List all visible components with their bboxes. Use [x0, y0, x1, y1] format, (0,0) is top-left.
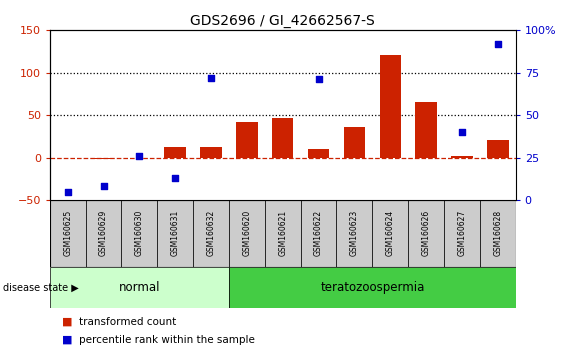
Bar	[236, 122, 258, 158]
Bar	[50, 200, 86, 267]
Text: GSM160628: GSM160628	[493, 210, 502, 256]
Bar	[372, 200, 408, 267]
Point	[350, 12, 359, 18]
Text: ■: ■	[62, 335, 72, 345]
Bar	[86, 200, 121, 267]
Bar	[50, 267, 229, 308]
Text: GSM160620: GSM160620	[243, 210, 251, 256]
Point	[314, 76, 323, 82]
Bar	[272, 118, 294, 158]
Point	[63, 189, 73, 194]
Text: GSM160625: GSM160625	[63, 210, 72, 256]
Bar	[415, 102, 437, 158]
Bar	[308, 149, 329, 158]
Text: GSM160627: GSM160627	[458, 210, 466, 256]
Title: GDS2696 / GI_42662567-S: GDS2696 / GI_42662567-S	[190, 14, 375, 28]
Bar	[451, 156, 473, 158]
Text: transformed count: transformed count	[79, 317, 176, 327]
Text: GSM160626: GSM160626	[421, 210, 431, 256]
Bar	[343, 127, 365, 158]
Point	[206, 75, 216, 80]
Bar	[193, 200, 229, 267]
Text: teratozoospermia: teratozoospermia	[320, 281, 424, 294]
Text: GSM160630: GSM160630	[135, 210, 144, 257]
Text: percentile rank within the sample: percentile rank within the sample	[79, 335, 255, 345]
Point	[421, 0, 431, 2]
Bar	[301, 200, 336, 267]
Bar	[265, 200, 301, 267]
Text: normal: normal	[118, 281, 160, 294]
Text: GSM160621: GSM160621	[278, 210, 287, 256]
Bar	[480, 200, 516, 267]
Text: GSM160623: GSM160623	[350, 210, 359, 256]
Point	[278, 5, 287, 11]
Bar	[408, 200, 444, 267]
Bar	[165, 147, 186, 158]
Text: GSM160632: GSM160632	[207, 210, 216, 256]
Bar	[380, 55, 401, 158]
Text: GSM160629: GSM160629	[99, 210, 108, 256]
Point	[457, 129, 466, 135]
Text: disease state ▶: disease state ▶	[3, 282, 79, 293]
Bar	[93, 158, 114, 159]
Text: GSM160622: GSM160622	[314, 210, 323, 256]
Point	[493, 41, 502, 46]
Point	[242, 8, 251, 14]
Bar	[229, 267, 516, 308]
Text: GSM160631: GSM160631	[171, 210, 180, 256]
Bar	[229, 200, 265, 267]
Bar	[200, 147, 222, 158]
Bar	[444, 200, 480, 267]
Text: GSM160624: GSM160624	[386, 210, 395, 256]
Point	[99, 184, 108, 189]
Point	[171, 175, 180, 181]
Bar	[121, 200, 157, 267]
Bar	[157, 200, 193, 267]
Point	[135, 153, 144, 159]
Text: ■: ■	[62, 317, 72, 327]
Bar	[336, 200, 372, 267]
Bar	[487, 140, 509, 158]
